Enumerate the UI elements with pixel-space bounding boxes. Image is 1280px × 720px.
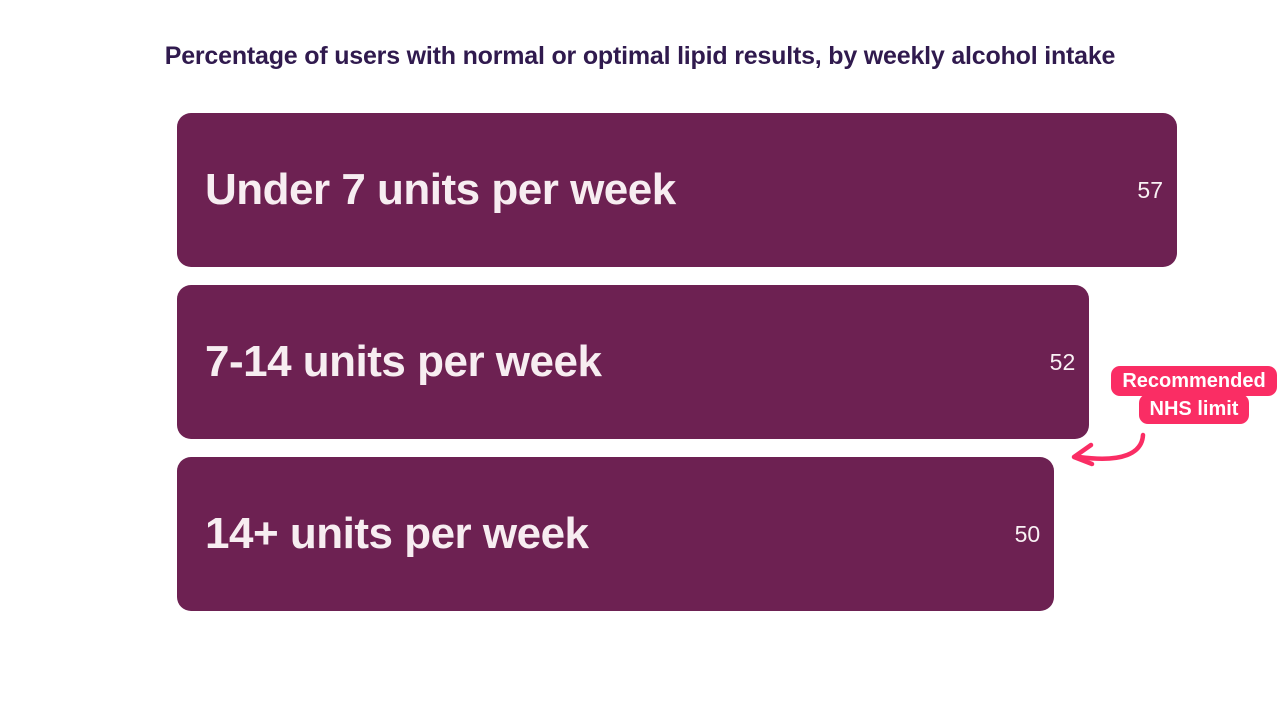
bar-under-7-units: Under 7 units per week 57 (177, 113, 1177, 267)
callout-line-2: NHS limit (1138, 394, 1250, 424)
bar-category-label: 14+ units per week (205, 509, 589, 558)
bar-category-label: 7-14 units per week (205, 337, 602, 386)
bar-value-label: 57 (1137, 176, 1163, 203)
callout-line-1: Recommended (1111, 366, 1277, 396)
chart-title: Percentage of users with normal or optim… (164, 42, 1116, 70)
bar-plot: Under 7 units per week 57 7-14 units per… (177, 113, 1177, 629)
bar-value-label: 52 (1049, 348, 1076, 375)
callout-arrow-icon (1071, 432, 1146, 467)
bar-value-label: 50 (1014, 520, 1041, 547)
bar-14-plus-units: 14+ units per week 50 (177, 457, 1055, 611)
nhs-limit-callout: Recommended NHS limit (1108, 366, 1280, 424)
bar-category-label: Under 7 units per week (205, 165, 676, 214)
bar-7-14-units: 7-14 units per week 52 (177, 285, 1090, 439)
